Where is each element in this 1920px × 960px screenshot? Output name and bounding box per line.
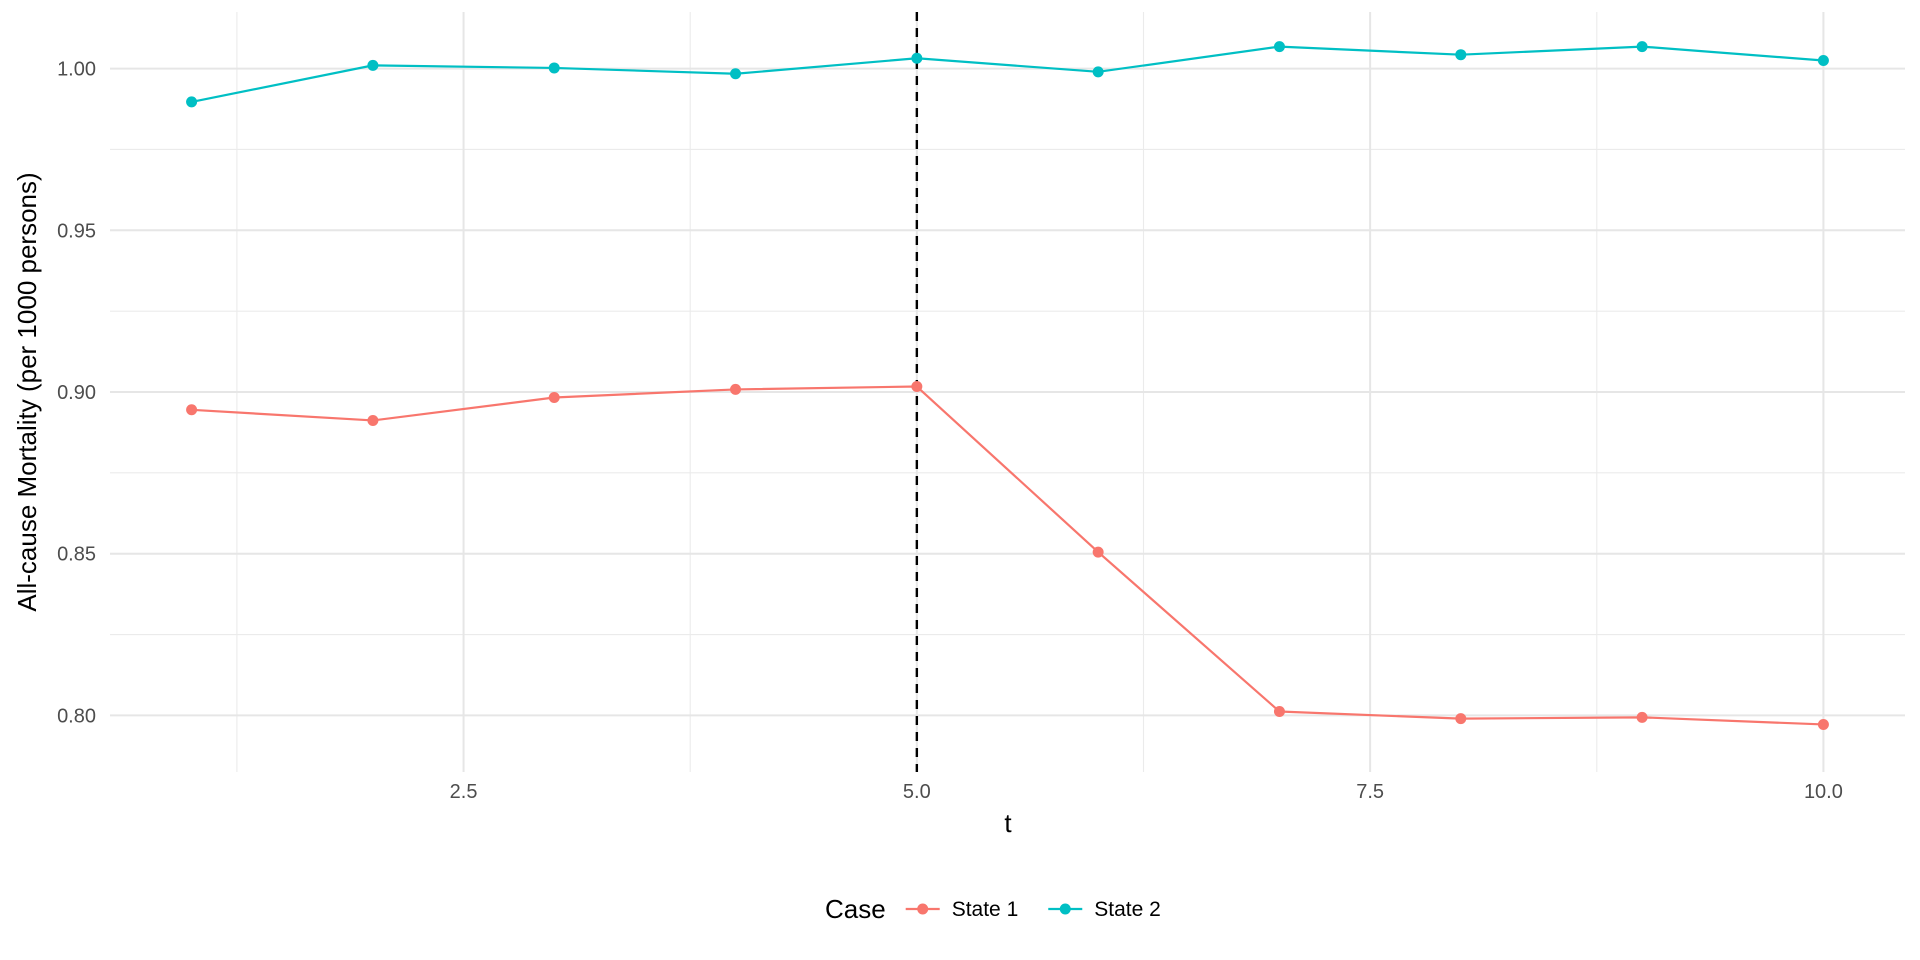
data-point: [1455, 713, 1467, 725]
y-axis-title: All-cause Mortality (per 1000 persons): [12, 172, 42, 611]
grid-minor: [110, 12, 1905, 772]
data-point: [1092, 546, 1104, 558]
data-point: [186, 404, 198, 416]
data-point: [1092, 66, 1104, 78]
data-point: [1636, 41, 1648, 53]
data-point: [1455, 49, 1467, 61]
data-point: [911, 52, 923, 64]
data-point: [911, 381, 923, 393]
series-layer: [186, 41, 1829, 730]
legend-items: State 1 State 2: [905, 898, 1161, 921]
y-tick-label: 0.85: [57, 544, 96, 566]
data-point: [548, 62, 560, 74]
data-point: [1273, 41, 1285, 53]
data-point: [1817, 55, 1829, 67]
legend-item: State 1: [905, 898, 1019, 921]
series-2: [186, 41, 1829, 108]
x-axis-ticks: 2.5 5.0 7.5 10.0: [450, 781, 1843, 803]
data-point: [548, 391, 560, 403]
data-point: [730, 68, 742, 80]
series-line: [191, 45, 1824, 103]
x-tick-label: 7.5: [1356, 781, 1384, 803]
legend-label: State 2: [1094, 898, 1161, 921]
x-tick-label: 10.0: [1804, 781, 1843, 803]
data-point: [367, 59, 379, 71]
data-point: [1273, 706, 1285, 718]
x-axis-title: t: [1004, 808, 1012, 838]
legend-key-point: [1059, 903, 1071, 915]
grid-major: [110, 12, 1905, 772]
data-point: [367, 414, 379, 426]
y-axis-ticks: 0.80 0.85 0.90 0.95 1.00: [57, 59, 96, 728]
y-tick-label: 0.95: [57, 220, 96, 242]
legend-item: State 2: [1048, 898, 1161, 921]
data-point: [730, 383, 742, 395]
y-tick-label: 0.90: [57, 382, 96, 404]
series-line: [191, 385, 1824, 726]
data-point: [1817, 718, 1829, 730]
data-point: [1636, 711, 1648, 723]
legend-label: State 1: [952, 898, 1019, 921]
legend: Case State 1 State 2: [825, 894, 1161, 924]
y-tick-label: 1.00: [57, 59, 96, 81]
x-tick-label: 5.0: [903, 781, 931, 803]
data-point: [186, 96, 198, 108]
legend-key-point: [917, 903, 929, 915]
x-tick-label: 2.5: [450, 781, 478, 803]
series-1: [186, 381, 1829, 730]
legend-title: Case: [825, 894, 886, 924]
y-tick-label: 0.80: [57, 705, 96, 727]
